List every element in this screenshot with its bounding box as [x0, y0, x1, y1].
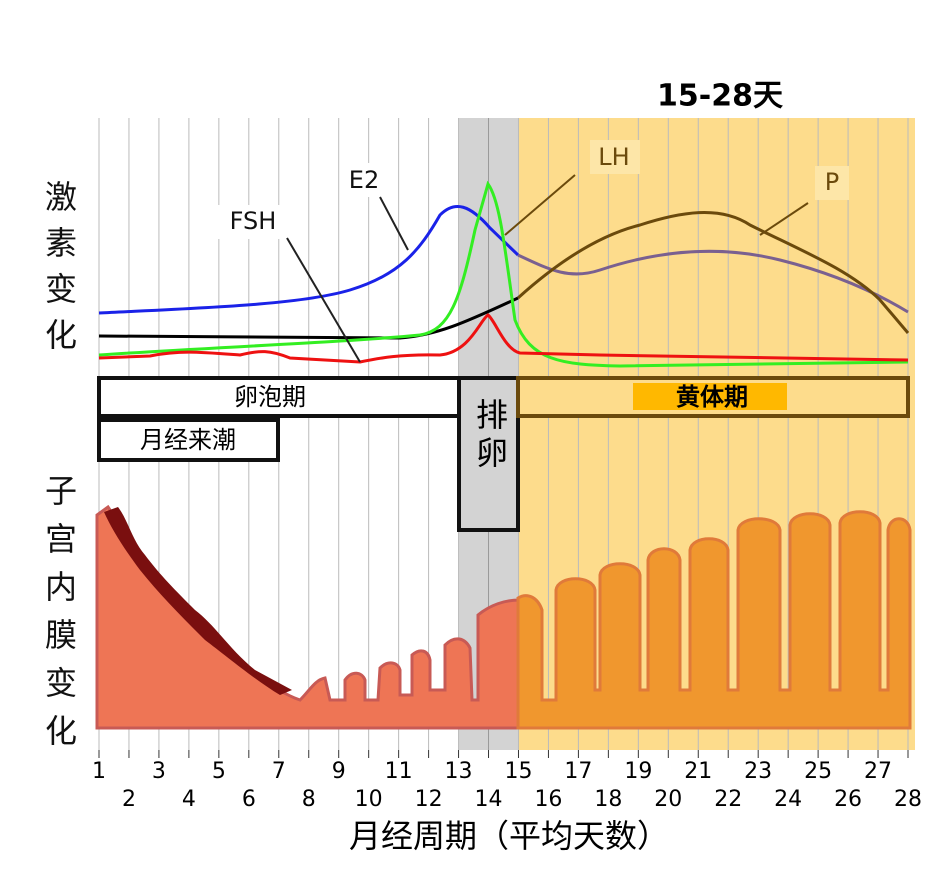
- day-label: 2: [122, 787, 136, 812]
- day-label: 24: [774, 787, 802, 812]
- lh-label: LH: [598, 143, 629, 171]
- day-label: 21: [684, 759, 712, 784]
- label-bg: [340, 163, 388, 197]
- label-bg: [215, 205, 291, 239]
- day-label: 22: [714, 787, 742, 812]
- fsh-curve: [98, 313, 909, 364]
- day-label: 9: [332, 759, 346, 784]
- day-label: 8: [302, 787, 316, 812]
- menstruation-box: [97, 418, 280, 462]
- day-labels: 1234567891011121314151617181920212223242…: [92, 759, 922, 812]
- p-curve: [516, 210, 910, 334]
- label-bg: [590, 140, 640, 174]
- luteal-highlight: [633, 383, 787, 410]
- day-label: 11: [385, 759, 413, 784]
- day-label: 1: [92, 759, 106, 784]
- day-label: 6: [242, 787, 256, 812]
- day-label: 19: [624, 759, 652, 784]
- day-label: 10: [355, 787, 383, 812]
- e2-curve-late: [517, 249, 909, 314]
- leader-line: [759, 202, 809, 236]
- follicular-label: 卵泡期: [234, 383, 306, 411]
- day-label: 5: [212, 759, 226, 784]
- day-label: 15: [504, 759, 532, 784]
- day-label: 27: [864, 759, 892, 784]
- leader-line: [379, 196, 409, 251]
- endometrium-axis-label: 子宫内膜变化: [40, 474, 78, 762]
- hormone-axis-label: 激素变化: [40, 180, 78, 364]
- p-label: P: [825, 168, 839, 196]
- day-label: 28: [894, 787, 922, 812]
- luteal-label: 黄体期: [676, 383, 748, 411]
- leader-line: [286, 237, 361, 363]
- follicular-box: [97, 376, 461, 418]
- day-label: 25: [804, 759, 832, 784]
- label-bg: [815, 166, 849, 200]
- day-label: 7: [272, 759, 286, 784]
- lh-curve: [98, 180, 909, 368]
- day-label: 23: [744, 759, 772, 784]
- day-label: 3: [152, 759, 166, 784]
- day-label: 12: [415, 787, 443, 812]
- day-label: 14: [475, 787, 503, 812]
- day-label: 26: [834, 787, 862, 812]
- day-label: 18: [594, 787, 622, 812]
- endometrium-secretory: [516, 510, 912, 730]
- x-axis-label: 月经周期（平均天数）: [349, 817, 669, 855]
- day-label: 16: [534, 787, 562, 812]
- day-label: 13: [445, 759, 473, 784]
- leader-line: [504, 174, 576, 236]
- day-label: 4: [182, 787, 196, 812]
- day-label: 20: [654, 787, 682, 812]
- day-label: 17: [564, 759, 592, 784]
- fsh-label: FSH: [230, 207, 277, 235]
- endometrium-shed: [104, 507, 292, 695]
- e2-label: E2: [349, 166, 379, 194]
- e2-curve: [98, 205, 520, 315]
- title: 15-28天: [657, 79, 783, 114]
- ovulation-label: 排卵: [471, 398, 509, 474]
- menstruation-label: 月经来潮: [140, 426, 236, 454]
- ovulation-box: [457, 376, 520, 532]
